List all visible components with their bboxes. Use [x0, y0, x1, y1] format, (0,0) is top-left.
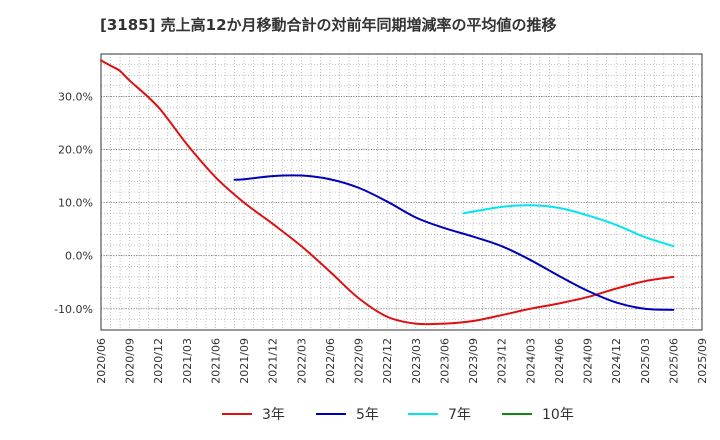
legend-label-4: 10年 — [542, 407, 574, 423]
x-tick-label: 2022/09 — [353, 338, 366, 384]
y-tick-label: 10.0% — [58, 197, 93, 210]
x-tick-label: 2020/12 — [152, 338, 165, 384]
x-tick-label: 2021/06 — [209, 338, 222, 384]
x-tick-label: 2024/06 — [553, 338, 566, 384]
x-tick-label: 2025/03 — [639, 338, 652, 384]
series-line-1 — [100, 59, 675, 326]
x-tick-label: 2024/12 — [610, 338, 623, 384]
grid — [101, 54, 702, 330]
plot-frame — [100, 53, 703, 331]
legend: 3年 5年 7年 10年 — [222, 407, 574, 423]
x-tick-label: 2022/03 — [295, 338, 308, 384]
x-tick-label: 2024/03 — [524, 338, 537, 384]
x-tick-label: 2021/12 — [267, 338, 280, 384]
y-tick-label: -10.0% — [54, 303, 93, 316]
y-tick-label: 20.0% — [58, 144, 93, 157]
legend-label-1: 3年 — [262, 407, 285, 423]
y-tick-label: 0.0% — [65, 250, 93, 263]
plot-border — [100, 53, 703, 331]
x-tick-label: 2023/06 — [438, 338, 451, 384]
x-tick-label: 2025/06 — [667, 338, 680, 384]
chart-title: [3185] 売上高12か月移動合計の対前年同期増減率の平均値の推移 — [100, 16, 557, 34]
x-tick-label: 2022/06 — [324, 338, 337, 384]
x-tick-label: 2020/06 — [95, 338, 108, 384]
series-lines — [100, 59, 675, 326]
x-tick-label: 2025/09 — [696, 338, 709, 384]
x-tick-label: 2023/12 — [496, 338, 509, 384]
x-tick-label: 2024/09 — [582, 338, 595, 384]
x-axis: 2020/06 2020/09 2020/12 2021/03 2021/06 2021/… — [95, 338, 709, 384]
x-tick-label: 2021/09 — [238, 338, 251, 384]
x-tick-label: 2023/09 — [467, 338, 480, 384]
legend-label-3: 7年 — [448, 407, 471, 423]
y-axis: -10.0% 0.0% 10.0% 20.0% 30.0% — [54, 90, 93, 315]
x-tick-label: 2023/03 — [410, 338, 423, 384]
series-line-2 — [233, 174, 675, 311]
x-tick-label: 2021/03 — [181, 338, 194, 384]
legend-label-2: 5年 — [356, 407, 379, 423]
x-tick-label: 2022/12 — [381, 338, 394, 384]
series-line-3 — [462, 204, 675, 248]
x-tick-label: 2020/09 — [124, 338, 137, 384]
y-tick-label: 30.0% — [58, 90, 93, 103]
